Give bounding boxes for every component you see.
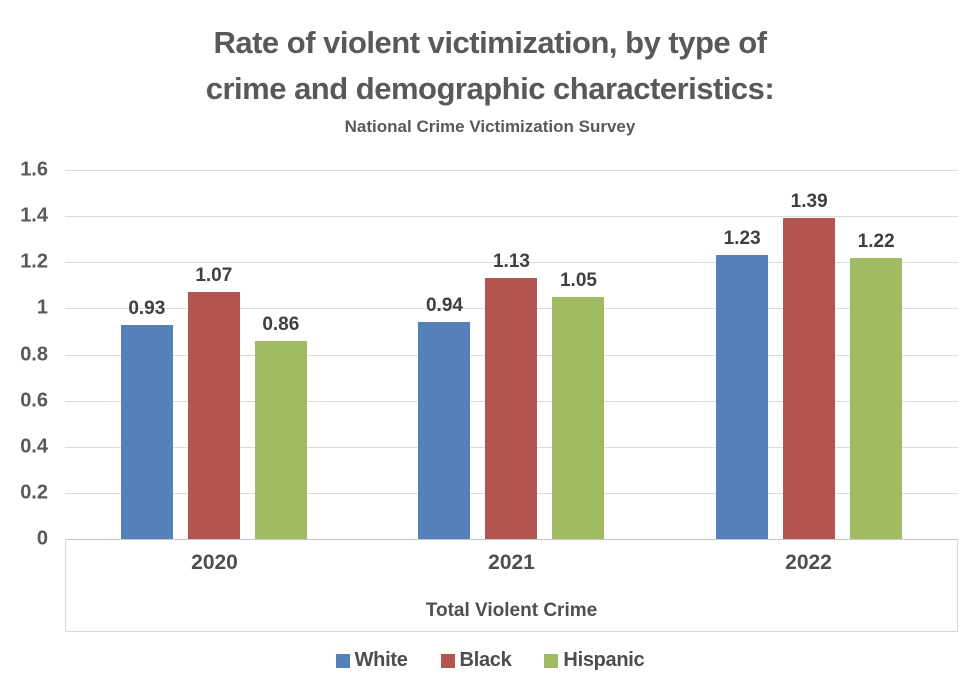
legend-item-black: Black	[440, 649, 512, 672]
y-axis-tick-label: 1.6	[20, 158, 48, 181]
legend-label: White	[354, 649, 408, 671]
category-label-2021: 2021	[488, 551, 535, 574]
bar-value-label: 0.86	[262, 313, 300, 335]
legend-label: Hispanic	[563, 649, 645, 671]
legend-swatch-icon	[544, 653, 559, 668]
y-axis-tick-label: 1.4	[20, 204, 48, 227]
y-axis: 1.6 1.4 1.2 1 0.8 0.6 0.4 0.2 0	[0, 159, 50, 550]
bar-white-2022	[716, 255, 769, 539]
bar-group-2022: 1.23 1.39 1.22	[660, 170, 958, 539]
chart-subtitle: National Crime Victimization Survey	[344, 117, 636, 136]
y-axis-tick-label: 1	[36, 296, 48, 319]
bar-hispanic-2020	[254, 340, 307, 539]
bar-wrap-black-2020: 1.07	[187, 170, 240, 539]
legend-label: Black	[459, 649, 512, 671]
chart-title-line1: Rate of violent victimization, by type o…	[213, 25, 767, 60]
y-axis-tick-label: 0	[36, 527, 48, 550]
bar-black-2021	[485, 278, 538, 539]
plot-area: 0.93 1.07 0.86 0.94 1.13 1.05 1.23 1.39 1.22	[65, 170, 958, 540]
category-label-2020: 2020	[191, 551, 238, 574]
y-axis-tick-label: 0.8	[20, 343, 48, 365]
bar-value-label: 1.13	[492, 251, 530, 273]
bar-hispanic-2022	[850, 257, 903, 539]
bar-group-2020: 0.93 1.07 0.86	[65, 170, 363, 539]
bar-wrap-hispanic-2021: 1.05	[552, 170, 605, 539]
x-axis-line	[65, 539, 958, 540]
gridline	[65, 216, 958, 218]
bar-black-2020	[187, 292, 240, 539]
bar-value-label: 1.07	[195, 265, 233, 287]
bar-wrap-hispanic-2020: 0.86	[254, 170, 307, 539]
legend-item-white: White	[335, 649, 408, 672]
bar-value-label: 1.22	[857, 230, 895, 252]
category-axis: 2020 2021 2022	[66, 551, 957, 575]
bar-value-label: 0.94	[425, 295, 463, 317]
bar-value-label: 1.05	[559, 269, 597, 291]
y-axis-tick-label: 0.6	[20, 389, 48, 412]
bar-white-2020	[120, 324, 173, 539]
bar-white-2021	[418, 322, 471, 539]
y-axis-tick-label: 0.4	[20, 435, 48, 458]
bar-wrap-hispanic-2022: 1.22	[850, 170, 903, 539]
category-label-2022: 2022	[785, 551, 832, 574]
legend-swatch-icon	[440, 653, 455, 668]
bar-wrap-black-2022: 1.39	[783, 170, 836, 539]
bar-wrap-black-2021: 1.13	[485, 170, 538, 539]
y-axis-tick-label: 1.2	[20, 250, 48, 273]
bar-value-label: 0.93	[128, 297, 166, 319]
bar-black-2022	[783, 218, 836, 539]
x-axis-band: 2020 2021 2022 Total Violent Crime	[65, 539, 958, 632]
gridline	[65, 262, 958, 264]
y-axis-tick-label: 0.2	[20, 481, 48, 504]
bar-value-label: 1.23	[723, 228, 761, 250]
x-axis-title: Total Violent Crime	[425, 600, 598, 621]
gridline	[65, 170, 958, 171]
bar-wrap-white-2022: 1.23	[716, 170, 769, 539]
legend-item-hispanic: Hispanic	[544, 649, 645, 672]
bar-group-2021: 0.94 1.13 1.05	[363, 170, 661, 539]
bar-hispanic-2021	[552, 296, 605, 539]
bar-wrap-white-2020: 0.93	[120, 170, 173, 539]
bar-value-label: 1.39	[790, 191, 828, 213]
chart-title-line2: crime and demographic characteristics:	[205, 71, 775, 106]
bar-wrap-white-2021: 0.94	[418, 170, 471, 539]
legend: White Black Hispanic	[0, 649, 980, 672]
chart-header: Rate of violent victimization, by type o…	[0, 20, 980, 137]
legend-swatch-icon	[335, 653, 350, 668]
